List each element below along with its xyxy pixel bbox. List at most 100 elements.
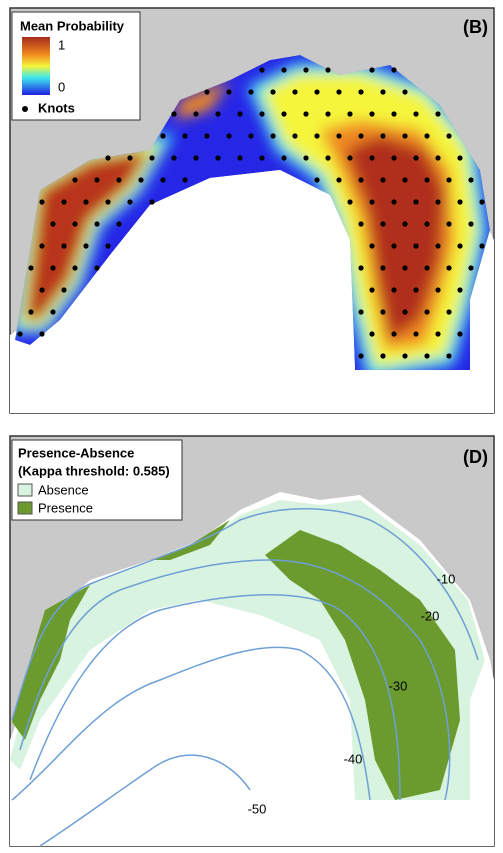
knot <box>413 155 419 161</box>
knot <box>446 265 452 271</box>
knot <box>424 221 430 227</box>
depth-contours <box>11 508 479 847</box>
knot <box>380 89 386 95</box>
knot <box>193 155 199 161</box>
knot <box>380 177 386 183</box>
knot <box>105 199 111 205</box>
knot <box>336 89 342 95</box>
knot <box>446 309 452 315</box>
knot <box>402 221 408 227</box>
knot <box>457 199 463 205</box>
knot <box>402 353 408 359</box>
knot <box>171 155 177 161</box>
knot <box>369 243 375 249</box>
knot <box>413 287 419 293</box>
knot <box>127 199 133 205</box>
knot <box>28 265 34 271</box>
knot <box>358 221 364 227</box>
knot <box>149 199 155 205</box>
knot <box>259 67 265 73</box>
knot <box>182 133 188 139</box>
knot <box>369 67 375 73</box>
knot <box>380 309 386 315</box>
knot <box>391 111 397 117</box>
knot <box>391 155 397 161</box>
legend-subtitle: (Kappa threshold: 0.585) <box>18 463 170 478</box>
knot <box>446 133 452 139</box>
knot <box>215 155 221 161</box>
knot <box>457 287 463 293</box>
knot <box>50 221 56 227</box>
knot <box>292 89 298 95</box>
knot <box>457 243 463 249</box>
knot <box>479 199 485 205</box>
absence-swatch <box>17 483 33 497</box>
knot <box>468 265 474 271</box>
legend-item: Absence <box>38 482 89 497</box>
knot <box>303 111 309 117</box>
knot <box>424 353 430 359</box>
knot <box>446 221 452 227</box>
knot <box>347 199 353 205</box>
knot <box>83 243 89 249</box>
knot <box>435 243 441 249</box>
panel-d: -10 -20 -30 -40 -50 Presence-Absence (Kappa … <box>9 435 495 847</box>
knot <box>402 133 408 139</box>
knot <box>248 133 254 139</box>
knot <box>446 177 452 183</box>
knot <box>61 199 67 205</box>
knots <box>17 67 485 359</box>
knot <box>259 155 265 161</box>
knot <box>380 265 386 271</box>
knot <box>424 133 430 139</box>
knot <box>182 177 188 183</box>
knot <box>226 133 232 139</box>
sea <box>160 615 250 660</box>
presence-swatch <box>17 501 33 515</box>
knot <box>292 133 298 139</box>
knot-symbol <box>22 106 28 112</box>
knot <box>215 111 221 117</box>
knot <box>347 111 353 117</box>
scale-min: 0 <box>58 79 65 94</box>
knot <box>424 177 430 183</box>
knot <box>358 177 364 183</box>
knot <box>391 67 397 73</box>
knot <box>358 309 364 315</box>
knot <box>94 265 100 271</box>
knot <box>325 111 331 117</box>
knot <box>369 111 375 117</box>
legend-box <box>11 439 183 521</box>
knot <box>435 155 441 161</box>
knot <box>391 199 397 205</box>
knot <box>171 111 177 117</box>
knot <box>380 353 386 359</box>
legend-title: Mean Probability <box>20 18 125 33</box>
knot <box>468 221 474 227</box>
legend-title: Presence-Absence <box>18 445 134 460</box>
knot <box>457 331 463 337</box>
knot <box>424 265 430 271</box>
knot <box>28 309 34 315</box>
knot <box>435 199 441 205</box>
knot <box>402 177 408 183</box>
knot <box>314 177 320 183</box>
knot <box>336 133 342 139</box>
knot <box>50 309 56 315</box>
knot <box>358 353 364 359</box>
panel-label: (D) <box>463 447 488 467</box>
knot <box>446 353 452 359</box>
contour-label: -40 <box>344 751 363 766</box>
knot <box>479 243 485 249</box>
scale-max: 1 <box>58 37 65 52</box>
knot <box>413 243 419 249</box>
knot <box>281 155 287 161</box>
knot <box>435 111 441 117</box>
knot <box>347 155 353 161</box>
knot <box>468 177 474 183</box>
knot <box>204 89 210 95</box>
contour-label: -30 <box>389 678 408 693</box>
knot <box>424 309 430 315</box>
knot <box>314 133 320 139</box>
